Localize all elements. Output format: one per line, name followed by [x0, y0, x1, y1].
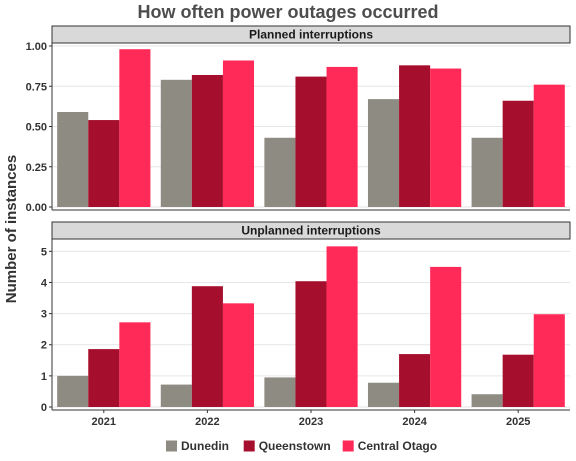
bar-central-otago-2025: [533, 84, 565, 207]
bar-central-otago-2022: [222, 60, 255, 207]
y-tick-label: 0.75: [26, 81, 47, 93]
bar-central-otago-2025: [533, 314, 565, 407]
bar-central-otago-2022: [222, 303, 255, 407]
legend-item-queenstown: Queenstown: [243, 439, 331, 453]
bar-central-otago-2021: [119, 49, 151, 207]
bar-dunedin-2021: [57, 375, 89, 407]
bar-queenstown-2025: [502, 100, 534, 207]
bar-dunedin-2022: [160, 384, 192, 407]
panel-title: Unplanned interruptions: [241, 224, 381, 238]
legend-label: Dunedin: [181, 439, 229, 453]
bar-dunedin-2021: [57, 112, 89, 207]
legend-swatch: [243, 440, 255, 452]
bar-queenstown-2023: [295, 76, 327, 207]
bar-queenstown-2025: [502, 354, 534, 407]
bar-dunedin-2023: [264, 377, 296, 407]
bar-queenstown-2024: [399, 354, 431, 407]
y-tick-label: 4: [41, 277, 48, 289]
y-tick-label: 3: [41, 309, 47, 321]
bar-dunedin-2025: [471, 137, 503, 207]
panel-strip: [51, 221, 571, 240]
bar-dunedin-2023: [264, 137, 296, 207]
bar-central-otago-2024: [430, 68, 462, 207]
panel-2: Unplanned interruptions 0 1 2 3 4 5: [41, 221, 571, 414]
bar-central-otago-2024: [430, 266, 462, 407]
bar-dunedin-2024: [367, 99, 400, 207]
y-tick-label: 1.00: [26, 41, 47, 53]
panel-1: Planned interruptions 0.00 0.25 0.50 0.75 1.0…: [26, 25, 571, 214]
bar-dunedin-2024: [367, 382, 400, 407]
y-tick-label: 1: [41, 371, 47, 383]
x-tick-label: 2021: [92, 416, 116, 428]
bar-queenstown-2021: [88, 349, 120, 407]
legend-item-dunedin: Dunedin: [166, 439, 229, 453]
chart-title: How often power outages occurred: [137, 2, 438, 22]
legend-swatch: [166, 440, 177, 452]
bar-central-otago-2023: [326, 246, 358, 407]
bar-central-otago-2023: [326, 66, 358, 208]
legend-label: Central Otago: [358, 439, 437, 453]
bar-queenstown-2022: [191, 286, 223, 407]
legend-label: Queenstown: [259, 439, 331, 453]
y-tick-label: 0.25: [26, 162, 47, 174]
x-tick-label: 2023: [299, 416, 323, 428]
y-tick-label: 2: [41, 340, 47, 352]
y-axis-label: Number of instances: [3, 155, 20, 303]
bar-queenstown-2021: [88, 120, 120, 207]
legend-swatch: [342, 440, 354, 452]
y-tick-label: 0.00: [26, 202, 47, 214]
bar-queenstown-2022: [191, 74, 223, 207]
bar-dunedin-2022: [160, 79, 192, 207]
bar-central-otago-2021: [119, 322, 151, 407]
panel-title: Planned interruptions: [249, 28, 373, 42]
bar-dunedin-2025: [471, 394, 503, 407]
bar-queenstown-2023: [295, 281, 327, 407]
legend-item-central-otago: Central Otago: [342, 439, 437, 453]
y-tick-label: 5: [41, 246, 47, 258]
y-tick-label: 0.50: [26, 122, 47, 134]
bar-queenstown-2024: [399, 65, 431, 207]
y-tick-label: 0: [41, 402, 47, 414]
x-tick-label: 2024: [402, 416, 427, 428]
x-tick-label: 2022: [195, 416, 219, 428]
x-tick-label: 2025: [506, 416, 530, 428]
panel-strip: [51, 25, 571, 44]
